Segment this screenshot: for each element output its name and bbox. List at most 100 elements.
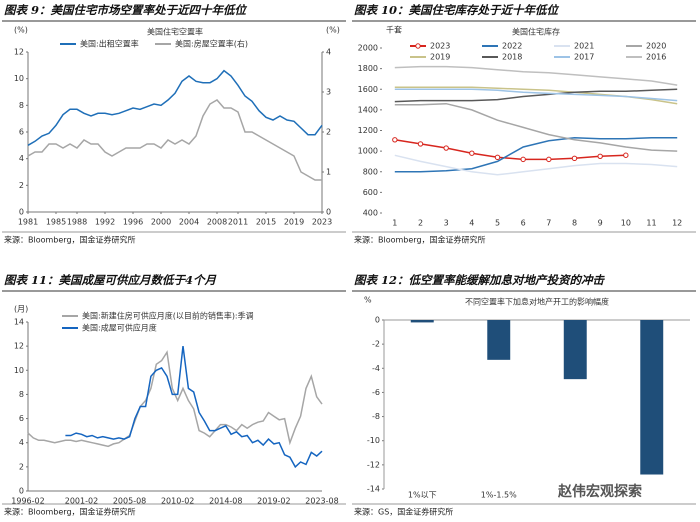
y-tick-label: 12 (14, 48, 24, 57)
x-tick-label: 2001-02 (65, 497, 98, 506)
y-axis-label: 千套 (386, 25, 402, 35)
x-tick-label: 2008 (207, 218, 227, 227)
x-tick-label: 8 (572, 219, 577, 228)
y-tick-label: 8 (19, 101, 24, 110)
marker (494, 154, 501, 161)
y-tick-label: 1400 (358, 105, 378, 114)
y2-tick-label: 4 (326, 48, 331, 57)
y-tick-label: 6 (19, 128, 24, 137)
y-tick-label: 1800 (358, 64, 378, 73)
marker (469, 150, 475, 156)
bar (487, 320, 511, 360)
legend-label: 美国:房屋空置率(右) (175, 39, 248, 49)
y-tick-label: -2 (372, 340, 380, 349)
x-tick-label: 1%以下 (408, 491, 437, 500)
marker (546, 156, 552, 163)
marker (443, 145, 449, 151)
x-tick-label: 10 (621, 219, 631, 228)
y2-tick-label: 1 (326, 168, 331, 177)
y2-axis-label: (%) (326, 26, 340, 35)
y-tick-label: 1200 (358, 126, 378, 135)
bar (563, 320, 587, 380)
x-tick-label: 4 (469, 219, 474, 228)
y-axis-label: (月) (14, 305, 28, 314)
x-tick-label: 2005-08 (113, 497, 146, 506)
x-tick-label: 12 (672, 219, 682, 228)
x-tick-label: 11 (646, 219, 656, 228)
y-tick-label: -6 (372, 388, 380, 397)
marker (417, 141, 424, 147)
x-tick-label: 2015 (256, 218, 276, 227)
x-tick-label: 1%-1.5% (481, 491, 517, 500)
x-tick-label: 1 (392, 219, 397, 228)
y-tick-label: 4 (19, 154, 24, 163)
chart-title: 美国住宅库存 (512, 27, 560, 37)
x-tick-label: 2019-02 (257, 497, 290, 506)
y-tick-label: 400 (363, 209, 378, 218)
y-axis-label: % (364, 296, 372, 305)
legend-label: 2017 (574, 53, 594, 62)
panel: 图表 11：美国成屋可供应月数低于4个月来源：Bloomberg，国金证券研究所… (2, 273, 346, 517)
y-tick-label: 10 (14, 74, 24, 83)
marker (571, 155, 578, 162)
heading: 图表 11：美国成屋可供应月数低于4个月 (4, 273, 217, 287)
y-tick-label: 0 (19, 487, 24, 496)
bar (640, 320, 664, 475)
y-tick-label: -10 (367, 436, 380, 445)
heading: 图表 10：美国住宅库存处于近十年低位 (354, 3, 560, 17)
x-tick-label: 2 (418, 219, 423, 228)
panel: 图表 9：美国住宅市场空置率处于近四十年低位来源：Bloomberg，国金证券研… (2, 3, 346, 245)
legend-label: 美国:成屋可供应月度 (82, 323, 157, 333)
y-tick-label: 0 (19, 208, 24, 217)
x-tick-label: 3 (444, 219, 449, 228)
marker (623, 152, 629, 158)
x-tick-label: 2000 (151, 218, 171, 227)
marker (392, 137, 398, 143)
y-tick-label: -12 (367, 460, 380, 469)
x-tick-label: 7 (546, 219, 551, 228)
y-tick-label: 4 (19, 438, 24, 447)
legend-label: 美国:出租空置率 (80, 39, 139, 49)
source: 来源：GS，国金证券研究所 (354, 507, 453, 517)
y-axis-label: (%) (14, 26, 28, 35)
y-tick-label: 1000 (358, 147, 378, 156)
x-tick-label: 2023 (312, 218, 332, 227)
source: 来源：Bloomberg，国金证券研究所 (4, 235, 136, 245)
heading: 图表 9：美国住宅市场空置率处于近四十年低位 (4, 3, 248, 17)
line-series (27, 69, 323, 146)
y-tick-label: 2 (19, 462, 24, 471)
y-tick-label: -14 (367, 485, 380, 494)
heading: 图表 12：低空置率能缓解加息对地产投资的冲击 (354, 273, 606, 287)
x-tick-label: 2011 (228, 218, 248, 227)
y-tick-label: -8 (372, 412, 380, 421)
line-series (394, 139, 626, 161)
y-tick-label: 14 (14, 318, 24, 327)
chart-title: 不同空置率下加息对地产开工的影响幅度 (465, 297, 609, 307)
line-series (394, 65, 678, 86)
y-tick-label: 6 (19, 414, 24, 423)
chart-title: 美国住宅空置率 (147, 27, 203, 37)
legend-label: 美国:新建住房可供应月度(以目前的销售率):季调 (82, 311, 254, 321)
y-tick-label: 800 (363, 167, 378, 176)
x-tick-label: 5 (495, 219, 500, 228)
x-tick-label: 1988 (67, 218, 87, 227)
y-tick-label: 600 (363, 188, 378, 197)
y-tick-label: 2 (19, 181, 24, 190)
legend-label: 2021 (574, 42, 594, 51)
line-series (394, 88, 678, 103)
x-tick-label: 2023-08 (305, 497, 338, 506)
marker (520, 156, 526, 163)
legend-label: 2022 (502, 42, 522, 51)
y-tick-label: 2000 (358, 44, 378, 53)
legend-label: 2023 (430, 42, 450, 51)
y2-tick-label: 2 (326, 128, 331, 137)
x-tick-label: 2014-08 (209, 497, 242, 506)
line-series (394, 154, 678, 176)
x-tick-label: 2010-02 (161, 497, 194, 506)
y-tick-label: 10 (14, 366, 24, 375)
line-series (27, 350, 323, 448)
y-tick-label: 12 (14, 342, 24, 351)
legend-label: 2020 (646, 42, 666, 51)
x-tick-label: 6 (521, 219, 526, 228)
